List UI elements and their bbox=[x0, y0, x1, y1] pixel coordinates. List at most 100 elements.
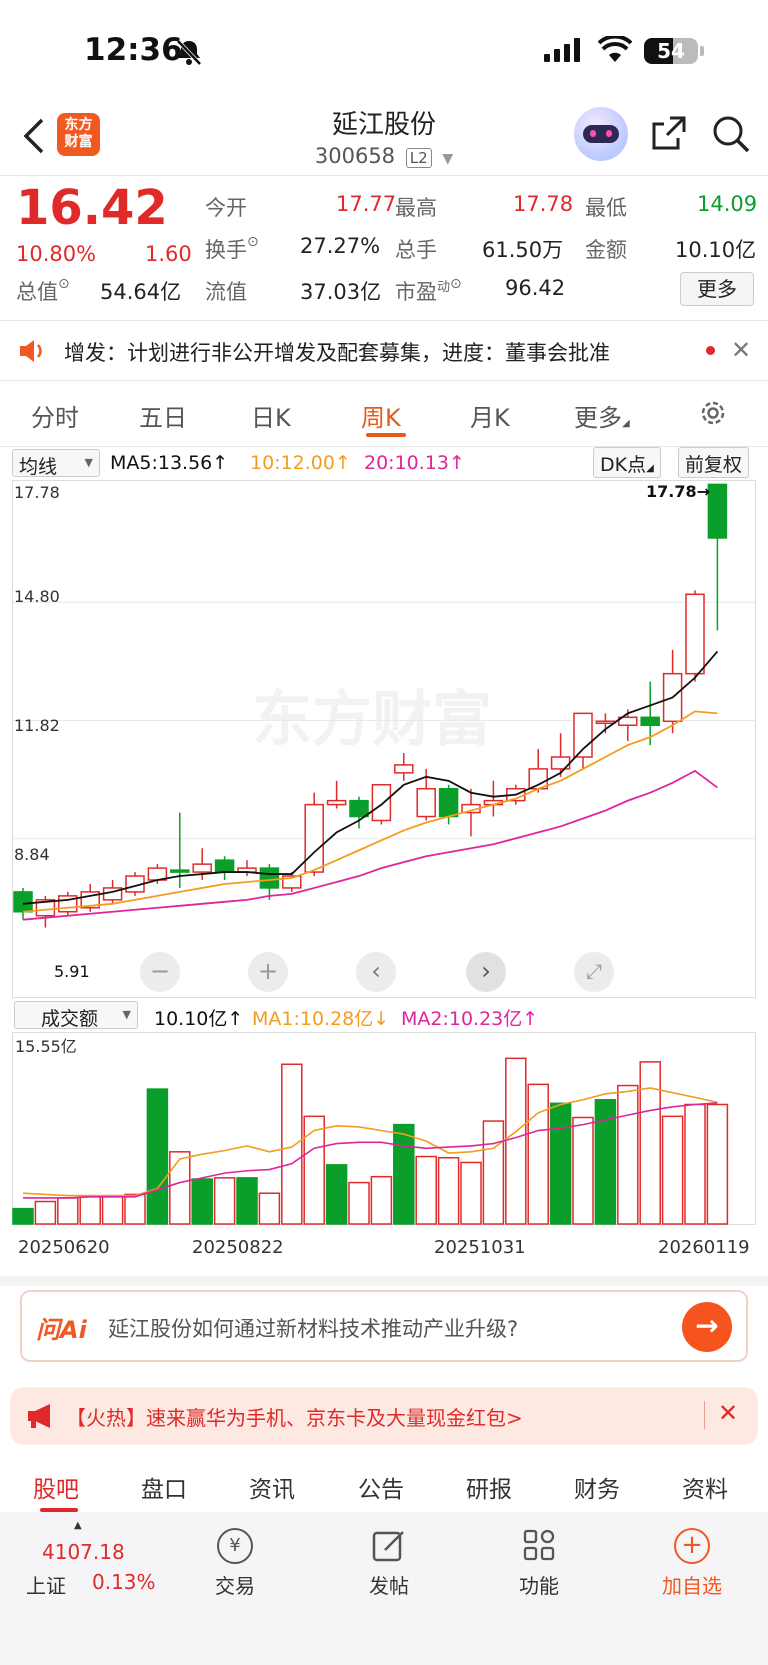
promo-banner[interactable]: 【火热】速来赢华为手机、京东卡及大量现金红包> ✕ bbox=[10, 1387, 758, 1445]
level2-badge: L2 bbox=[405, 148, 432, 168]
stock-code: 300658 bbox=[314, 144, 396, 168]
chevron-down-icon: ▼ bbox=[84, 456, 93, 469]
current-price: 16.42 bbox=[16, 180, 168, 236]
close-icon[interactable]: ✕ bbox=[718, 1399, 739, 1427]
candle-down bbox=[640, 716, 660, 727]
fullscreen-icon[interactable]: ⤢ bbox=[574, 952, 614, 992]
turnover-label[interactable]: 换手⊙ bbox=[205, 234, 259, 262]
search-icon[interactable] bbox=[711, 114, 751, 154]
volume-bar-up bbox=[572, 1116, 594, 1225]
dk-point-button[interactable]: DK点◢ bbox=[593, 447, 661, 478]
functions-label[interactable]: 功能 bbox=[519, 1574, 559, 1598]
low-value: 14.09 bbox=[697, 192, 758, 216]
close-icon[interactable]: ✕ bbox=[731, 336, 752, 364]
volume-chart[interactable] bbox=[12, 1032, 756, 1228]
ma10-legend: 10:12.00↑ bbox=[250, 452, 351, 474]
index-value[interactable]: 4107.18 bbox=[42, 1540, 125, 1564]
tab-forum[interactable]: 股吧 bbox=[33, 1477, 79, 1503]
tab-order-book[interactable]: 盘口 bbox=[141, 1477, 187, 1503]
volume-bar-down bbox=[191, 1178, 213, 1225]
tab-intraday[interactable]: 分时 bbox=[31, 404, 79, 432]
volume-bar-up bbox=[437, 1156, 460, 1225]
tab-announcements[interactable]: 公告 bbox=[358, 1477, 404, 1503]
compose-icon[interactable] bbox=[371, 1528, 407, 1564]
volume-bar-up bbox=[684, 1103, 706, 1225]
tab-five-day[interactable]: 五日 bbox=[139, 404, 187, 432]
stock-title: 延江股份 bbox=[331, 110, 436, 140]
notice-text[interactable]: 增发：计划进行非公开增发及配套募集，进度：董事会批准 bbox=[64, 341, 610, 365]
index-arrow-up-icon: ▲ bbox=[74, 1520, 82, 1531]
low-price-marker: 5.91 bbox=[54, 962, 90, 981]
volume-bar-up bbox=[281, 1063, 303, 1225]
info-icon: ⊙ bbox=[58, 276, 70, 292]
adjust-button[interactable]: 前复权 bbox=[678, 447, 750, 478]
add-circle-icon[interactable]: + bbox=[674, 1528, 710, 1564]
mktcap-label[interactable]: 总值⊙ bbox=[16, 276, 70, 304]
volume-ma1: MA1:10.28亿↓ bbox=[252, 1008, 390, 1030]
gear-icon[interactable] bbox=[698, 398, 728, 428]
volume-bar-up bbox=[505, 1057, 527, 1225]
candle-up bbox=[618, 716, 638, 727]
back-icon[interactable] bbox=[22, 117, 46, 155]
tab-financials[interactable]: 财务 bbox=[574, 1477, 620, 1503]
chart-frame bbox=[12, 480, 756, 998]
volume-ma1-line bbox=[22, 1087, 718, 1197]
volume-bar-up bbox=[639, 1061, 661, 1225]
volume-bar-up bbox=[34, 1200, 57, 1225]
next-button[interactable]: › bbox=[466, 952, 506, 992]
tab-weekly-k[interactable]: 周K bbox=[361, 404, 401, 432]
index-change-pct[interactable]: 0.13% bbox=[92, 1570, 156, 1594]
share-icon[interactable] bbox=[650, 114, 688, 152]
app-logo[interactable]: 东方 财富 bbox=[57, 113, 100, 156]
volume-ma2-line bbox=[23, 1102, 718, 1199]
wifi-icon bbox=[598, 36, 632, 62]
prev-button[interactable]: ‹ bbox=[356, 952, 396, 992]
tab-more[interactable]: 更多◢ bbox=[574, 404, 630, 432]
volume-bar-down bbox=[594, 1099, 617, 1225]
candle-down bbox=[349, 799, 369, 818]
battery-tip bbox=[700, 46, 704, 56]
tab-monthly-k[interactable]: 月K bbox=[470, 404, 510, 432]
zoom-in-button[interactable]: + bbox=[248, 952, 288, 992]
turnover-value: 27.27% bbox=[300, 234, 381, 258]
candle-down bbox=[170, 869, 190, 873]
open-label: 今开 bbox=[205, 196, 247, 220]
post-label[interactable]: 发帖 bbox=[369, 1574, 409, 1598]
volume-bar-down bbox=[146, 1088, 169, 1225]
arrow-right-icon[interactable]: → bbox=[682, 1302, 732, 1352]
tab-daily-k[interactable]: 日K bbox=[251, 404, 291, 432]
trade-label[interactable]: 交易 bbox=[215, 1574, 255, 1598]
candle-up bbox=[371, 784, 392, 822]
more-button[interactable]: 更多 bbox=[680, 272, 754, 306]
pe-label[interactable]: 市盈动⊙ bbox=[395, 276, 462, 304]
candle-up bbox=[573, 712, 593, 758]
trade-icon[interactable]: ¥ bbox=[217, 1528, 253, 1564]
price-tick: 14.80 bbox=[14, 587, 60, 606]
tab-research[interactable]: 研报 bbox=[466, 1477, 512, 1503]
battery-level-text: 54 bbox=[657, 39, 685, 63]
volume-bar-up bbox=[124, 1193, 146, 1225]
candle-up bbox=[326, 799, 347, 806]
change-percent: 10.80% bbox=[16, 242, 97, 266]
volume-bar-down bbox=[236, 1177, 258, 1225]
index-name[interactable]: 上证 bbox=[26, 1574, 66, 1598]
change-amount: 1.60 bbox=[145, 242, 192, 266]
volume-indicator-selector[interactable]: 成交额 ▼ bbox=[14, 1001, 138, 1030]
candle-up bbox=[595, 720, 616, 725]
tab-news[interactable]: 资讯 bbox=[249, 1477, 295, 1503]
candlestick-chart[interactable]: 东方财富 bbox=[12, 480, 756, 998]
corner-arrow-icon: ◢ bbox=[622, 418, 630, 429]
tab-profile[interactable]: 资料 bbox=[682, 1477, 728, 1503]
ai-robot-avatar[interactable] bbox=[574, 107, 628, 161]
volume-bar-down bbox=[549, 1102, 572, 1225]
date-tick: 20250620 bbox=[18, 1237, 110, 1258]
volume-bar-up bbox=[258, 1192, 281, 1225]
volume-bar-down bbox=[393, 1123, 415, 1225]
ai-question-bar[interactable]: 问Ai 延江股份如何通过新材料技术推动产业升级? → bbox=[20, 1290, 748, 1362]
zoom-out-button[interactable]: − bbox=[140, 952, 180, 992]
ma-selector[interactable]: 均线 ▼ bbox=[12, 449, 100, 478]
stock-code-row[interactable]: 300658 L2 ▼ bbox=[0, 144, 768, 168]
apps-icon[interactable] bbox=[522, 1528, 556, 1562]
add-watchlist-label[interactable]: 加自选 bbox=[662, 1574, 722, 1598]
date-tick: 20250822 bbox=[192, 1237, 284, 1258]
